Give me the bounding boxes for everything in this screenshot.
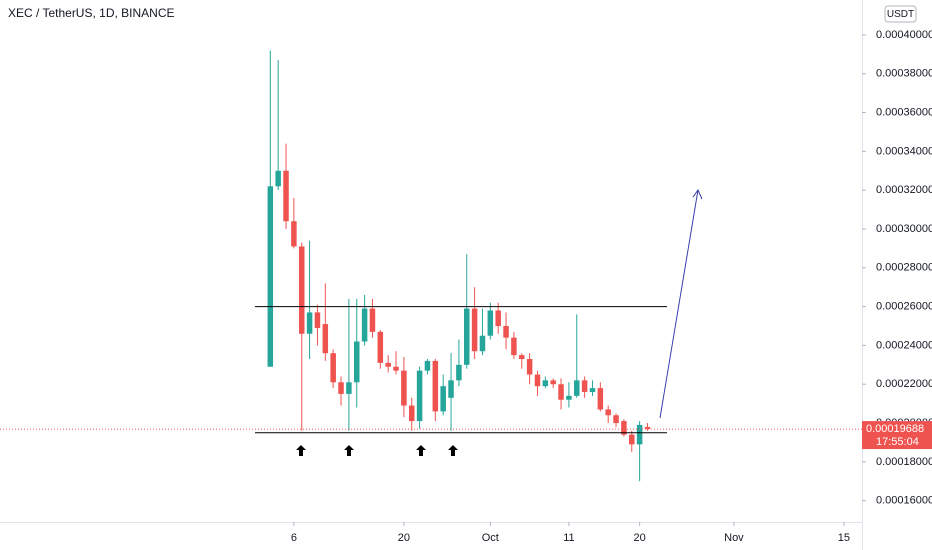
candle-body xyxy=(393,366,399,371)
candle-body xyxy=(369,308,376,332)
candle-body xyxy=(550,380,556,385)
trend-arrow-head xyxy=(692,188,703,200)
candle-body xyxy=(330,353,336,383)
y-tick-label: 0.00038000 xyxy=(876,68,932,80)
candle-body xyxy=(401,370,407,406)
y-tick-label: 0.00018000 xyxy=(876,456,932,468)
trend-arrow-line xyxy=(659,189,699,419)
x-tick-label: 15 xyxy=(838,532,850,544)
up-arrow xyxy=(448,445,458,456)
candle-body xyxy=(416,370,423,422)
y-tick-label: 0.00022000 xyxy=(876,378,932,390)
candle-body xyxy=(322,324,329,354)
candle-body xyxy=(385,362,391,367)
candle-body xyxy=(636,424,643,445)
up-arrow xyxy=(344,445,354,456)
candle-body xyxy=(471,308,478,352)
candle-body xyxy=(503,326,509,338)
up-arrow xyxy=(296,445,306,456)
candle-body xyxy=(589,388,596,392)
candle-body xyxy=(267,186,274,367)
y-tick-label: 0.00030000 xyxy=(876,223,932,235)
currency-box xyxy=(884,5,917,23)
candle-body xyxy=(558,384,564,400)
candle-body xyxy=(361,308,368,342)
y-tick-label: 0.00036000 xyxy=(876,106,932,118)
candle-body xyxy=(542,380,549,387)
last-price-label: 0.00019688 xyxy=(866,423,924,435)
candles xyxy=(267,50,651,482)
candle-body xyxy=(306,312,313,334)
candle-body xyxy=(408,405,415,422)
y-tick-label: 0.00034000 xyxy=(876,145,932,157)
candle-body xyxy=(291,221,297,247)
candle-body xyxy=(440,386,446,412)
candle-body xyxy=(456,364,462,381)
chart-title: XEC / TetherUS, 1D, BINANCE xyxy=(8,6,175,20)
candle-body xyxy=(581,380,588,392)
last-price-box xyxy=(862,421,932,450)
x-tick-label: 11 xyxy=(563,532,574,544)
arrow-marks xyxy=(296,445,458,456)
countdown-label: 17:55:04 xyxy=(876,436,919,448)
candle-body xyxy=(511,337,517,356)
candle-body xyxy=(526,358,533,375)
candle-body xyxy=(377,331,384,363)
candle-body xyxy=(487,310,494,336)
candle-body xyxy=(346,382,352,394)
candle-body xyxy=(314,312,321,328)
candle-body xyxy=(534,374,541,387)
y-tick-label: 0.00026000 xyxy=(876,301,932,313)
candle-body xyxy=(338,382,344,394)
candle-body xyxy=(519,355,525,359)
candle-body xyxy=(424,360,431,371)
y-tick-label: 0.00028000 xyxy=(876,262,932,274)
candle-body xyxy=(621,421,627,435)
candle-body xyxy=(432,360,439,412)
y-tick-label: 0.00016000 xyxy=(876,495,932,507)
candle-body xyxy=(566,395,572,400)
x-tick-label: 20 xyxy=(398,532,410,544)
y-tick-label: 0.00032000 xyxy=(876,184,932,196)
candle-body xyxy=(275,170,281,187)
y-tick-label: 0.00040000 xyxy=(876,29,932,41)
candle-body xyxy=(605,409,611,416)
candle-body xyxy=(298,246,305,334)
x-tick-label: Nov xyxy=(724,532,744,544)
candle-body xyxy=(479,335,486,352)
x-tick-label: Oct xyxy=(482,532,499,544)
candle-body xyxy=(448,380,454,398)
candle-body xyxy=(495,310,501,327)
candle-body xyxy=(613,415,619,424)
up-arrow xyxy=(416,445,426,456)
x-tick-label: 20 xyxy=(633,532,645,544)
y-tick-label: 0.00024000 xyxy=(876,339,932,351)
currency: USDT xyxy=(887,9,914,20)
candle-body xyxy=(629,434,635,445)
x-tick-label: 6 xyxy=(291,532,297,544)
candle-body xyxy=(597,388,604,410)
candle-body xyxy=(464,308,470,365)
trend-arrow xyxy=(659,188,703,419)
candle-body xyxy=(644,426,651,429)
candle-body xyxy=(353,341,360,383)
candle-body xyxy=(283,170,289,222)
candle-body xyxy=(574,380,580,396)
